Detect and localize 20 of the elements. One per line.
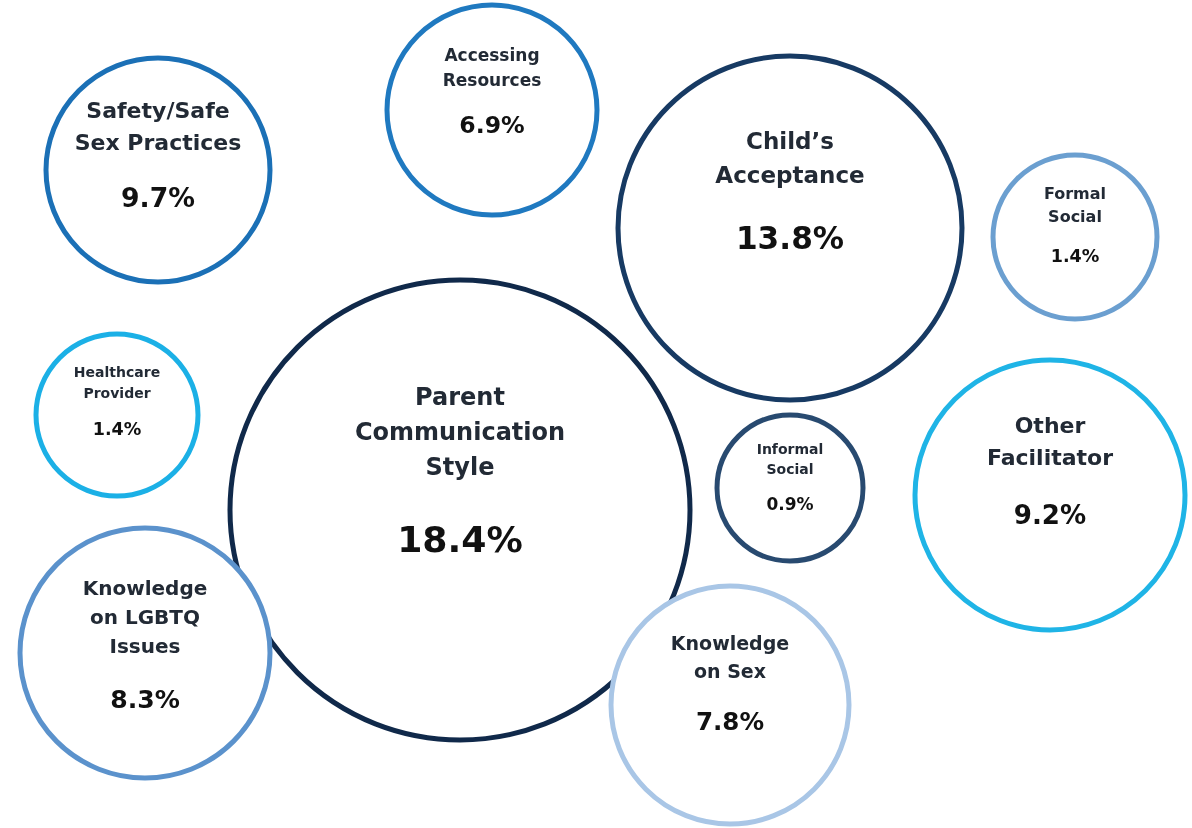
data-label: 9.7% [121, 181, 195, 213]
data-label: 1.4% [1050, 246, 1100, 267]
data-label: 6.9% [459, 111, 525, 140]
data-label: 1.4% [92, 418, 142, 439]
category-label: Informal Social [756, 440, 824, 478]
category-label: Safety/Safe Sex Practices [74, 98, 242, 156]
category-label: Accessing Resources [442, 45, 542, 91]
category-label: Other Facilitator [986, 412, 1114, 470]
category-label: Child’s Acceptance [715, 128, 865, 188]
category-label: Knowledge on Sex [670, 632, 790, 682]
category-label: Parent Communication Style [354, 383, 566, 481]
data-label: 7.8% [695, 706, 765, 736]
data-label: 0.9% [766, 494, 814, 515]
category-label: Formal Social [1043, 183, 1107, 226]
data-label: 18.4% [397, 518, 523, 562]
data-label: 13.8% [735, 220, 845, 257]
category-label: Healthcare Provider [73, 364, 161, 401]
data-label: 9.2% [1013, 499, 1087, 530]
category-label: Knowledge on LGBTQ Issues [82, 576, 208, 659]
data-label: 8.3% [110, 684, 180, 714]
